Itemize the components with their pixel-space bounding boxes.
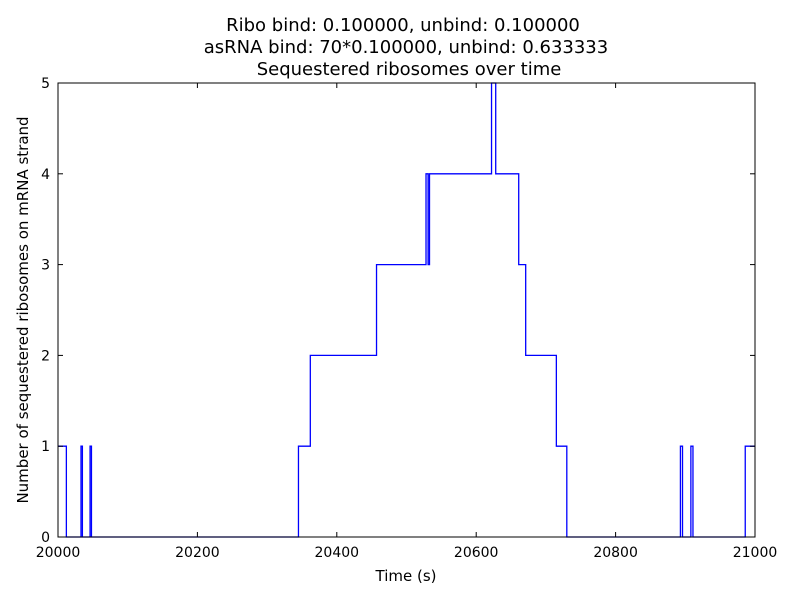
chart-title-line-3: Sequestered ribosomes over time bbox=[257, 59, 562, 80]
x-tick-label: 20400 bbox=[315, 545, 360, 561]
y-tick-label: 5 bbox=[41, 76, 50, 92]
chart-title-line-1: Ribo bind: 0.100000, unbind: 0.100000 bbox=[226, 15, 580, 36]
y-tick-label: 3 bbox=[41, 258, 50, 274]
y-tick-label: 1 bbox=[41, 439, 50, 455]
y-axis-label: Number of sequestered ribosomes on mRNA … bbox=[14, 116, 32, 503]
axes-frame bbox=[57, 82, 756, 538]
x-tick-label: 20000 bbox=[36, 545, 81, 561]
x-tick-label: 20800 bbox=[593, 545, 638, 561]
y-tick-label: 2 bbox=[41, 348, 50, 364]
x-axis-ticks: 20000 20200 20400 20600 20800 21000 bbox=[36, 83, 778, 561]
x-tick-label: 20200 bbox=[175, 545, 220, 561]
y-tick-label: 0 bbox=[41, 530, 50, 546]
chart-title-line-2: asRNA bind: 70*0.100000, unbind: 0.63333… bbox=[204, 37, 608, 58]
x-tick-label: 20600 bbox=[454, 545, 499, 561]
sequestered-ribosomes-series-line bbox=[58, 82, 755, 538]
x-axis-label: Time (s) bbox=[375, 567, 437, 585]
y-tick-label: 4 bbox=[41, 167, 50, 183]
x-tick-label: 21000 bbox=[733, 545, 778, 561]
plot-area: 20000 20200 20400 20600 20800 21000 0 1 2 3 4 5 bbox=[36, 76, 778, 561]
y-axis-ticks: 0 1 2 3 4 5 bbox=[41, 76, 755, 546]
